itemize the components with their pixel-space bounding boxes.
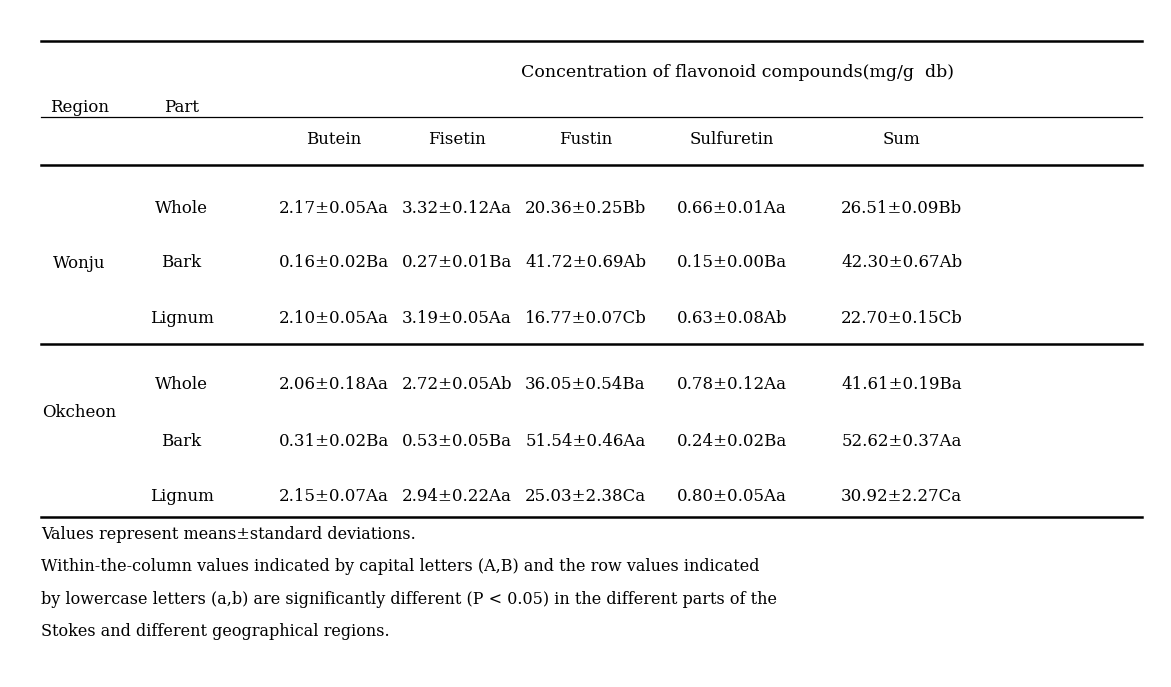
Text: 20.36±0.25Bb: 20.36±0.25Bb [525,200,646,216]
Text: Fisetin: Fisetin [427,131,486,148]
Text: Okcheon: Okcheon [42,405,117,421]
Text: Bark: Bark [162,254,201,271]
Text: Concentration of flavonoid compounds(mg/g  db): Concentration of flavonoid compounds(mg/… [521,64,954,80]
Text: 2.10±0.05Aa: 2.10±0.05Aa [279,310,389,326]
Text: 2.17±0.05Aa: 2.17±0.05Aa [279,200,389,216]
Text: 2.15±0.07Aa: 2.15±0.07Aa [279,488,389,504]
Text: 42.30±0.67Ab: 42.30±0.67Ab [841,254,963,271]
Text: 0.27±0.01Ba: 0.27±0.01Ba [402,254,512,271]
Text: Stokes and different geographical regions.: Stokes and different geographical region… [41,623,390,640]
Text: 52.62±0.37Aa: 52.62±0.37Aa [842,433,961,449]
Text: Within-the-column values indicated by capital letters (A,B) and the row values i: Within-the-column values indicated by ca… [41,559,760,575]
Text: Lignum: Lignum [150,310,213,326]
Text: 30.92±2.27Ca: 30.92±2.27Ca [841,488,963,504]
Text: Whole: Whole [155,376,208,393]
Text: Whole: Whole [155,200,208,216]
Text: 0.53±0.05Ba: 0.53±0.05Ba [402,433,512,449]
Text: 0.31±0.02Ba: 0.31±0.02Ba [279,433,389,449]
Text: 0.16±0.02Ba: 0.16±0.02Ba [279,254,389,271]
Text: 0.63±0.08Ab: 0.63±0.08Ab [677,310,787,326]
Text: 36.05±0.54Ba: 36.05±0.54Ba [526,376,645,393]
Text: Values represent means±standard deviations.: Values represent means±standard deviatio… [41,526,416,543]
Text: 0.66±0.01Aa: 0.66±0.01Aa [677,200,787,216]
Text: 0.78±0.12Aa: 0.78±0.12Aa [677,376,787,393]
Text: 3.19±0.05Aa: 3.19±0.05Aa [402,310,512,326]
Text: Fustin: Fustin [559,131,612,148]
Text: 16.77±0.07Cb: 16.77±0.07Cb [525,310,646,326]
Text: Bark: Bark [162,433,201,449]
Text: 3.32±0.12Aa: 3.32±0.12Aa [402,200,512,216]
Text: 51.54±0.46Aa: 51.54±0.46Aa [526,433,645,449]
Text: 25.03±2.38Ca: 25.03±2.38Ca [525,488,646,504]
Text: 2.06±0.18Aa: 2.06±0.18Aa [279,376,389,393]
Text: Butein: Butein [306,131,362,148]
Text: Lignum: Lignum [150,488,213,504]
Text: Sum: Sum [883,131,920,148]
Text: 26.51±0.09Bb: 26.51±0.09Bb [841,200,963,216]
Text: by lowercase letters (a,b) are significantly different (P < 0.05) in the differe: by lowercase letters (a,b) are significa… [41,591,778,607]
Text: 2.72±0.05Ab: 2.72±0.05Ab [402,376,512,393]
Text: Region: Region [50,100,109,116]
Text: 0.24±0.02Ba: 0.24±0.02Ba [677,433,787,449]
Text: Wonju: Wonju [54,255,105,271]
Text: Sulfuretin: Sulfuretin [690,131,774,148]
Text: 41.72±0.69Ab: 41.72±0.69Ab [525,254,646,271]
Text: 0.15±0.00Ba: 0.15±0.00Ba [677,254,787,271]
Text: 41.61±0.19Ba: 41.61±0.19Ba [841,376,963,393]
Text: 22.70±0.15Cb: 22.70±0.15Cb [841,310,963,326]
Text: Part: Part [164,100,199,116]
Text: 2.94±0.22Aa: 2.94±0.22Aa [402,488,512,504]
Text: 0.80±0.05Aa: 0.80±0.05Aa [677,488,787,504]
